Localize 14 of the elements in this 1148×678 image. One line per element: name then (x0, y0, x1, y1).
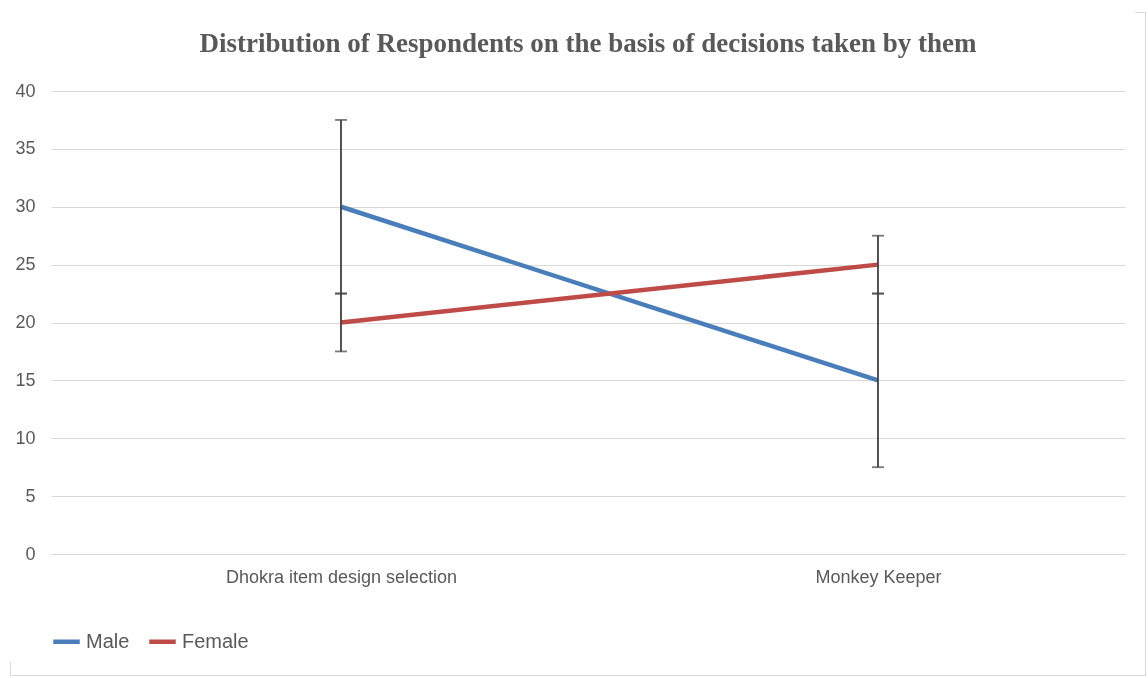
y-tick-label: 0 (25, 543, 36, 564)
chart-title: Distribution of Respondents on the basis of decisions taken by them (199, 28, 978, 58)
y-tick-label: 40 (15, 80, 36, 101)
x-tick-label: Dhokra item design selection (225, 566, 458, 587)
y-tick-label: 35 (15, 138, 36, 159)
y-tick-label: 5 (25, 485, 36, 506)
y-tick-label: 30 (15, 196, 36, 217)
y-tick-label: 10 (15, 427, 36, 448)
x-tick-label: Monkey Keeper (815, 566, 942, 587)
y-tick-label: 20 (15, 312, 36, 332)
legend-label: Female (182, 629, 249, 652)
y-tick-label: 25 (15, 254, 36, 275)
y-tick-label: 15 (15, 369, 36, 390)
legend-label: Male (86, 629, 130, 652)
